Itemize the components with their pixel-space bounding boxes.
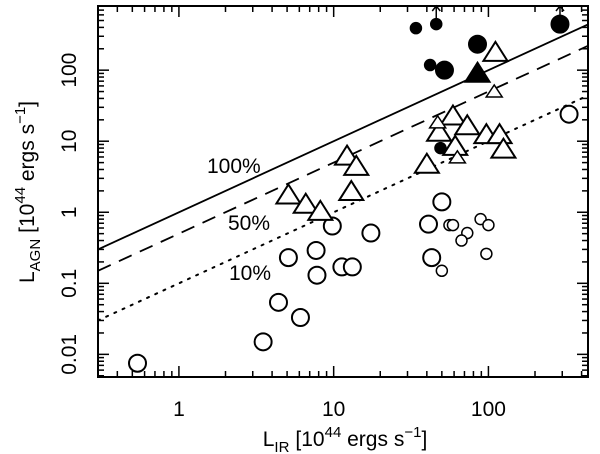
open-circle-point [422, 248, 442, 268]
y-tick-label: 10 [58, 130, 81, 153]
line-label-50: 50% [228, 212, 270, 235]
open-triangle-point [306, 198, 335, 221]
filled-circle-point [429, 17, 443, 31]
reference-line-50pct [97, 45, 589, 272]
data-points [128, 4, 579, 373]
open-triangle-point [291, 191, 320, 214]
x-axis-title: LIR [1044 ergs s−1] [263, 424, 428, 454]
line-label-10: 10% [229, 262, 271, 285]
open-circle-point [278, 248, 298, 268]
open-triangle-point [337, 179, 366, 202]
open-circle-point [559, 104, 579, 124]
filled-circle-point [409, 21, 423, 35]
plot-frame [97, 5, 589, 378]
y-tick-label: 1 [58, 206, 81, 218]
filled-circle-point [434, 141, 447, 155]
open-circle-point [306, 240, 326, 260]
open-circle-point [290, 308, 310, 328]
y-tick-label: 0.1 [58, 269, 81, 298]
open-circle-point [307, 265, 327, 285]
open-triangle-point [425, 119, 453, 142]
open-triangle-point [453, 113, 482, 136]
open-triangle-point [413, 151, 441, 174]
open-circle-point [253, 332, 273, 352]
open-triangle-point [481, 39, 510, 62]
filled-circle-point [423, 58, 437, 72]
tick-labels: 1 10 100 0.01 0.1 1 10 100 [58, 53, 506, 421]
filled-circle-point [434, 60, 454, 80]
filled-circle-point [550, 14, 570, 34]
x-tick-label: 10 [322, 398, 345, 421]
open-circle-point [342, 257, 362, 277]
open-triangle-point [274, 182, 303, 205]
open-circle-point [128, 353, 148, 373]
reference-line-100pct [97, 23, 589, 251]
open-triangle-point [489, 136, 518, 159]
open-circle-point [432, 192, 452, 212]
x-tick-label: 100 [471, 398, 506, 421]
line-label-100: 100% [207, 155, 261, 178]
open-triangle-point [428, 114, 448, 129]
open-triangle-point [342, 153, 371, 176]
y-axis-title: LAGN[1044 ergs s−1] [12, 101, 44, 283]
filled-circle-point [468, 34, 488, 54]
reference-lines [97, 23, 589, 322]
reference-line-10pct [97, 94, 589, 322]
open-circle-point [455, 234, 468, 247]
x-tick-label: 1 [173, 398, 185, 421]
open-circle-point [361, 223, 381, 243]
y-tick-label: 0.01 [58, 334, 81, 375]
open-circle-point [482, 218, 495, 232]
filled-triangle-point [463, 60, 492, 83]
open-circle-point [322, 216, 342, 236]
open-circle-point [435, 264, 449, 278]
open-circle-point [419, 214, 439, 234]
open-circle-point [480, 247, 493, 261]
open-triangle-point [447, 149, 467, 164]
open-triangle-point [484, 83, 504, 98]
open-circle-point [268, 292, 288, 312]
open-triangle-point [439, 103, 467, 126]
y-tick-label: 100 [58, 53, 81, 88]
open-circle-point [446, 218, 460, 232]
axis-ticks [97, 5, 588, 377]
